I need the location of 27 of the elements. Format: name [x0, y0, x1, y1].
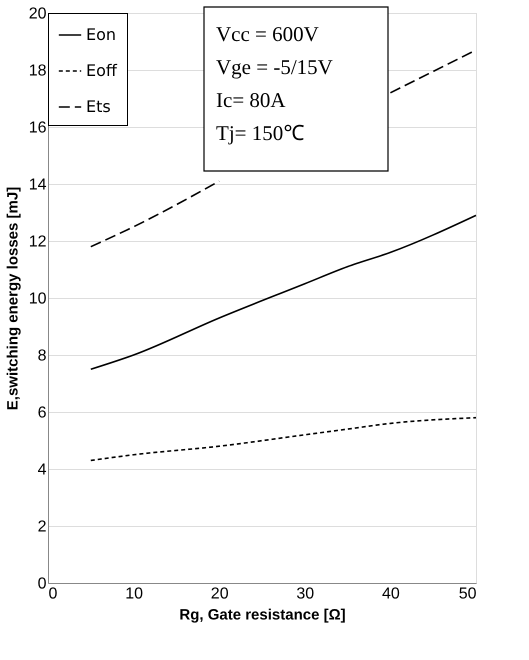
y-tick-label: 4: [38, 462, 47, 478]
annotation: Tj= 150℃: [216, 121, 304, 145]
legend-label: Ets: [86, 97, 111, 116]
y-tick-label: 10: [28, 290, 47, 308]
legend-label: Eoff: [86, 61, 118, 80]
x-tick-label: 30: [296, 586, 314, 602]
y-axis-title: E,switching energy losses [mJ]: [4, 186, 22, 410]
x-tick-label: 50: [458, 586, 477, 602]
x-tick-label: 0: [48, 586, 58, 602]
y-tick-label: 16: [28, 120, 47, 136]
y-tick-label: 6: [38, 404, 47, 422]
y-tick-label: 2: [38, 518, 47, 536]
annotation: Ic= 80A: [216, 88, 286, 112]
y-tick-label: 12: [28, 234, 47, 250]
annotation: Vge = -5/15V: [216, 55, 333, 79]
legend-label: Eon: [86, 25, 116, 44]
x-axis-title: Rg, Gate resistance [Ω]: [179, 606, 346, 624]
line-series: [90, 214, 477, 370]
y-tick-label: 18: [28, 62, 47, 80]
y-tick-label: 14: [28, 176, 47, 194]
y-tick-label: 20: [28, 6, 47, 22]
x-tick-label: 40: [382, 586, 400, 602]
x-tick-label: 20: [210, 586, 229, 602]
line-series: [90, 416, 477, 462]
annotation: Vcc = 600V: [216, 22, 319, 46]
x-tick-label: 10: [125, 586, 144, 602]
y-tick-label: 8: [38, 348, 47, 364]
